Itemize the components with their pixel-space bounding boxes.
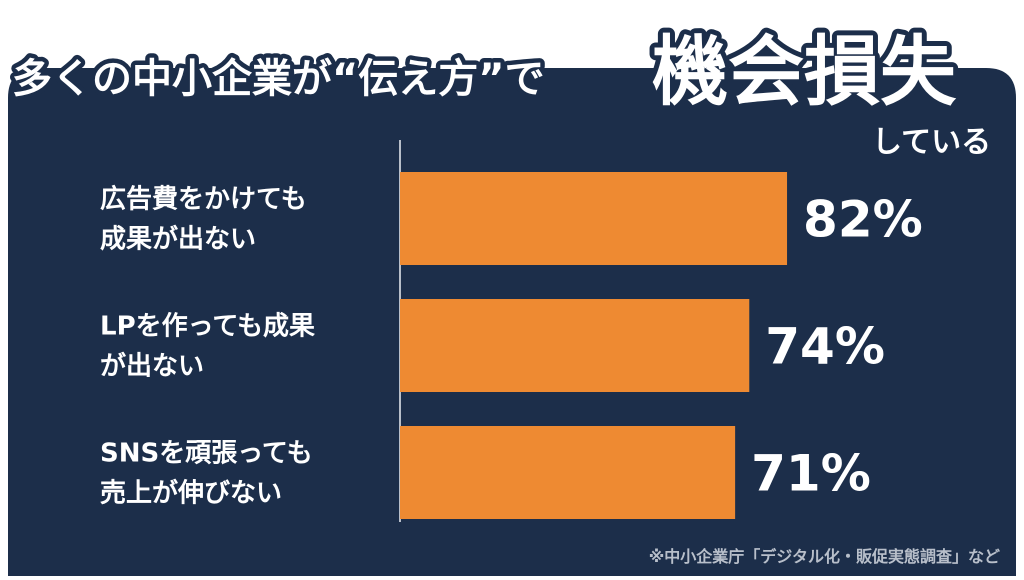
data-label: 82% (803, 191, 923, 249)
data-label: 71% (751, 445, 871, 503)
y-tick-label: 広告費をかけても成果が出ない (100, 184, 307, 255)
title-suffix: している (872, 125, 991, 160)
title-emphasis: 機会損失 (652, 27, 957, 116)
y-tick-label: LPを作っても成果が出ない (100, 312, 315, 382)
bar (400, 299, 750, 392)
chart-title: 多くの中小企業が“伝え方”で (12, 56, 545, 102)
bar (400, 172, 788, 265)
footnote: ※中小企業庁「デジタル化・販促実態調査」など (649, 547, 1000, 566)
y-tick-label: SNSを頑張っても売上が伸びない (100, 439, 313, 509)
data-label: 74% (765, 318, 885, 376)
bar (400, 426, 736, 519)
